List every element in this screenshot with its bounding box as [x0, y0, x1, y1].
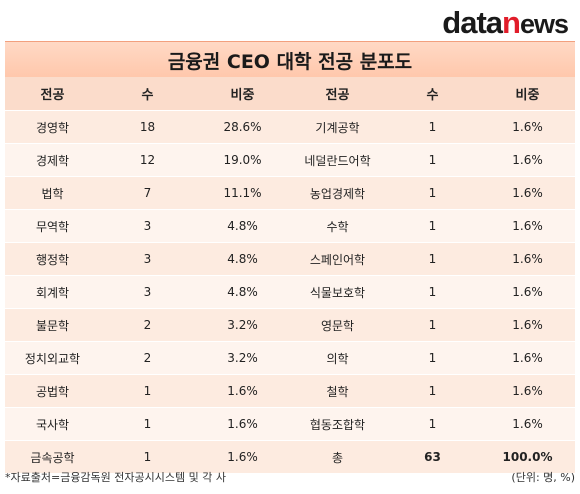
count-cell: 1: [100, 440, 195, 474]
major-cell: 스페인어학: [290, 242, 385, 276]
count-cell: 1: [385, 275, 480, 309]
table-row: 경제학 12 19.0% 네덜란드어학 1 1.6%: [5, 143, 575, 177]
share-cell: 1.6%: [195, 407, 290, 441]
major-cell: 의학: [290, 341, 385, 375]
header-share-left: 비중: [195, 77, 290, 111]
share-cell: 1.6%: [480, 407, 575, 441]
major-cell: 회계학: [5, 275, 100, 309]
share-cell: 4.8%: [195, 275, 290, 309]
count-cell: 1: [385, 407, 480, 441]
major-cell: 국사학: [5, 407, 100, 441]
table-row: 불문학 2 3.2% 영문학 1 1.6%: [5, 308, 575, 342]
table-row: 국사학 1 1.6% 협동조합학 1 1.6%: [5, 407, 575, 441]
table-row: 행정학 3 4.8% 스페인어학 1 1.6%: [5, 242, 575, 276]
count-cell: 1: [385, 176, 480, 210]
source-note: *자료출처=금융감독원 전자공시시스템 및 각 사: [5, 471, 226, 484]
header-major-left: 전공: [5, 77, 100, 111]
count-cell: 18: [100, 110, 195, 144]
header-count-left: 수: [100, 77, 195, 111]
footer: *자료출처=금융감독원 전자공시시스템 및 각 사 (단위: 명, %): [5, 469, 575, 485]
share-cell: 1.6%: [480, 110, 575, 144]
table-title: 금융권 CEO 대학 전공 분포도: [5, 41, 575, 78]
share-cell: 1.6%: [480, 242, 575, 276]
major-cell: 법학: [5, 176, 100, 210]
table-row-total: 금속공학 1 1.6% 총 63 100.0%: [5, 440, 575, 474]
share-cell: 1.6%: [480, 176, 575, 210]
major-cell: 경제학: [5, 143, 100, 177]
logo-text-ews: ews: [519, 9, 569, 39]
major-cell: 철학: [290, 374, 385, 408]
count-cell: 3: [100, 275, 195, 309]
table-row: 무역학 3 4.8% 수학 1 1.6%: [5, 209, 575, 243]
count-cell: 1: [385, 308, 480, 342]
count-cell: 1: [385, 110, 480, 144]
major-cell: 정치외교학: [5, 341, 100, 375]
count-cell: 1: [385, 341, 480, 375]
major-cell: 공법학: [5, 374, 100, 408]
share-cell: 1.6%: [480, 341, 575, 375]
major-distribution-table: 전공 수 비중 전공 수 비중 경영학 18 28.6% 기계공학 1 1.6%…: [5, 77, 575, 474]
share-cell: 3.2%: [195, 341, 290, 375]
header-share-right: 비중: [480, 77, 575, 111]
count-cell: 2: [100, 308, 195, 342]
table-row: 정치외교학 2 3.2% 의학 1 1.6%: [5, 341, 575, 375]
major-cell: 네덜란드어학: [290, 143, 385, 177]
share-cell: 19.0%: [195, 143, 290, 177]
share-cell: 1.6%: [480, 143, 575, 177]
count-cell: 1: [385, 209, 480, 243]
share-cell: 4.8%: [195, 209, 290, 243]
datanews-logo: datanews: [442, 5, 569, 40]
share-cell: 1.6%: [195, 440, 290, 474]
major-cell: 경영학: [5, 110, 100, 144]
total-count-cell: 63: [385, 440, 480, 474]
major-cell: 금속공학: [5, 440, 100, 474]
total-share-cell: 100.0%: [480, 440, 575, 474]
major-cell: 수학: [290, 209, 385, 243]
share-cell: 1.6%: [480, 374, 575, 408]
count-cell: 1: [100, 374, 195, 408]
unit-note: (단위: 명, %): [511, 471, 575, 484]
share-cell: 1.6%: [195, 374, 290, 408]
count-cell: 1: [385, 374, 480, 408]
header-row: 전공 수 비중 전공 수 비중: [5, 77, 575, 111]
share-cell: 11.1%: [195, 176, 290, 210]
share-cell: 1.6%: [480, 209, 575, 243]
count-cell: 1: [385, 143, 480, 177]
major-cell: 협동조합학: [290, 407, 385, 441]
major-cell: 농업경제학: [290, 176, 385, 210]
share-cell: 1.6%: [480, 308, 575, 342]
share-cell: 4.8%: [195, 242, 290, 276]
total-label-cell: 총: [290, 440, 385, 474]
table-row: 법학 7 11.1% 농업경제학 1 1.6%: [5, 176, 575, 210]
count-cell: 3: [100, 242, 195, 276]
major-cell: 불문학: [5, 308, 100, 342]
table-row: 경영학 18 28.6% 기계공학 1 1.6%: [5, 110, 575, 144]
count-cell: 12: [100, 143, 195, 177]
table-row: 회계학 3 4.8% 식물보호학 1 1.6%: [5, 275, 575, 309]
count-cell: 7: [100, 176, 195, 210]
major-cell: 기계공학: [290, 110, 385, 144]
major-cell: 행정학: [5, 242, 100, 276]
major-cell: 영문학: [290, 308, 385, 342]
table-row: 공법학 1 1.6% 철학 1 1.6%: [5, 374, 575, 408]
count-cell: 3: [100, 209, 195, 243]
share-cell: 3.2%: [195, 308, 290, 342]
major-cell: 식물보호학: [290, 275, 385, 309]
count-cell: 1: [385, 242, 480, 276]
count-cell: 1: [100, 407, 195, 441]
count-cell: 2: [100, 341, 195, 375]
header-major-right: 전공: [290, 77, 385, 111]
logo-text-n: n: [502, 5, 521, 40]
share-cell: 1.6%: [480, 275, 575, 309]
header-count-right: 수: [385, 77, 480, 111]
major-cell: 무역학: [5, 209, 100, 243]
share-cell: 28.6%: [195, 110, 290, 144]
logo-text-data: data: [442, 5, 503, 40]
